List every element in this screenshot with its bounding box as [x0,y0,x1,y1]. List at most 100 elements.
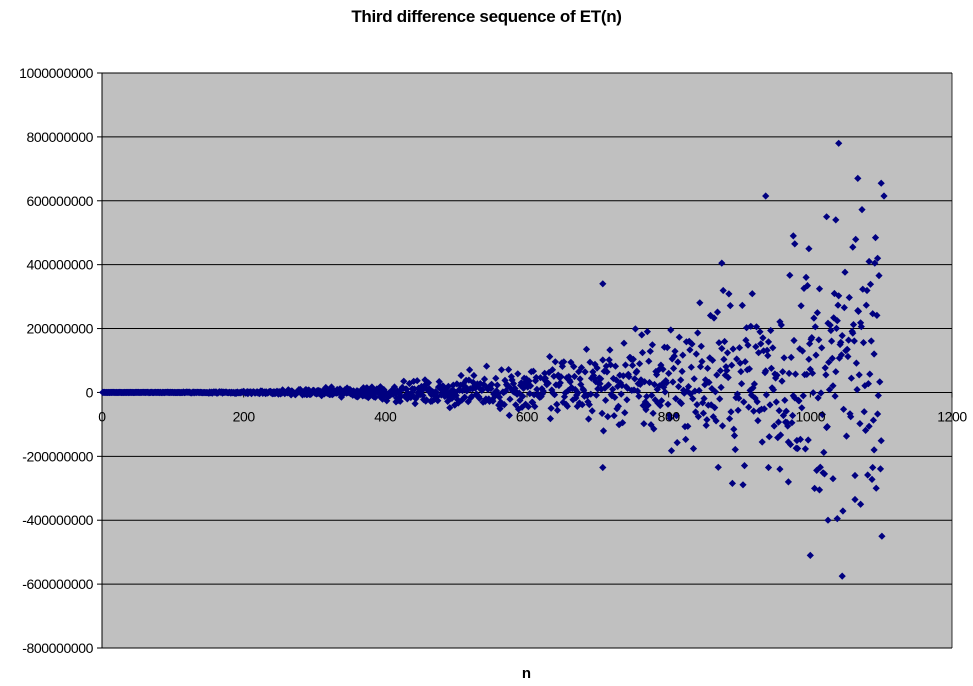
data-point [584,398,592,406]
data-point [702,421,710,429]
data-point [493,381,501,389]
data-point [517,379,525,387]
data-point [867,337,875,345]
data-point [815,285,824,293]
data-point [776,318,784,326]
data-point [775,407,783,415]
data-point [661,388,669,396]
data-point [573,391,581,399]
data-point [713,371,721,379]
data-point [716,367,724,375]
data-point [470,371,478,380]
data-point [726,302,734,310]
data-point [835,354,843,362]
data-point [566,378,574,386]
data-point [871,234,880,242]
data-point [870,350,878,358]
data-point [411,400,419,408]
data-point [653,385,661,393]
data-point [748,290,756,298]
data-point [617,390,625,398]
data-point [763,346,771,354]
data-point [651,396,659,404]
data-point [723,366,731,375]
y-tick-label: -400000000 [22,512,93,528]
data-point [287,391,295,399]
data-point [777,321,785,329]
data-point [823,423,831,431]
data-point [611,393,619,401]
data-point [599,463,607,472]
data-point [650,425,658,433]
data-point [731,445,739,454]
data-point [757,340,765,348]
data-point [464,398,472,406]
data-point [831,392,839,400]
data-point [823,213,831,221]
data-point [396,397,404,405]
data-point [781,396,789,404]
data-point [789,411,797,420]
data-point [586,358,594,366]
data-point [592,391,600,399]
data-point [529,367,537,375]
data-point [531,402,539,411]
data-point [668,355,676,363]
data-point [874,391,882,400]
data-point [849,321,858,329]
data-point [735,344,744,352]
data-point [643,392,651,401]
data-point [862,426,870,434]
data-point [679,351,687,359]
data-point [694,329,702,337]
data-point [631,325,639,333]
data-point [871,259,879,267]
data-point [795,397,803,405]
data-point [738,301,746,309]
data-point [678,367,686,375]
data-point [825,386,834,394]
data-point [839,507,847,515]
data-point [869,416,877,424]
data-point [692,350,700,358]
data-point [709,356,717,364]
data-point [746,386,754,394]
data-point [830,314,838,322]
data-point [558,362,566,370]
data-point [764,352,772,360]
x-tick-label: 600 [516,408,539,424]
y-tick-label: 200000000 [27,321,94,337]
x-tick-label: 1200 [937,408,967,424]
data-point [602,362,610,370]
data-point [855,371,863,379]
data-point [458,396,466,404]
data-point [475,394,484,402]
data-point [526,390,534,398]
data-point [736,359,744,367]
data-point [690,375,698,383]
data-point [648,391,656,399]
data-point [844,352,852,361]
data-point [874,410,882,418]
data-point [858,206,866,214]
data-point [646,347,654,355]
data-point [641,398,649,406]
data-point [677,376,685,384]
data-point [629,355,637,363]
data-point [514,405,523,413]
data-point [821,364,829,372]
data-point [560,358,568,366]
data-point [588,407,596,415]
data-point [589,368,597,376]
data-point [674,358,682,366]
data-point [841,268,849,276]
data-point [448,394,456,402]
data-point [553,400,561,408]
data-point [633,367,641,375]
data-point [604,381,613,389]
data-point [717,383,725,391]
x-tick-label: 0 [98,408,106,424]
data-point [843,345,851,353]
y-tick-label: 800000000 [27,129,94,145]
data-point [461,383,469,391]
